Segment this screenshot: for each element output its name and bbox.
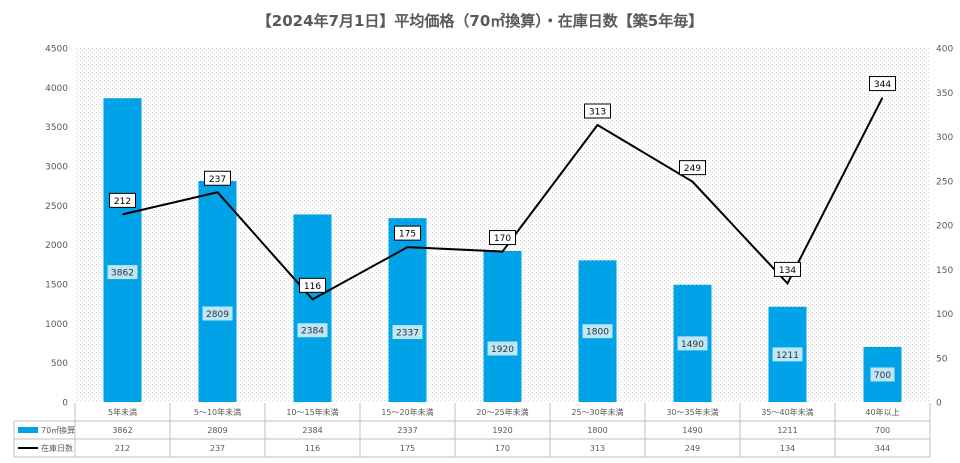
line-data-label: 237 — [209, 175, 226, 185]
table-cell: 2809 — [207, 426, 227, 435]
y-left-tick-label: 1000 — [45, 320, 68, 330]
x-tick-label: 15～20年未満 — [381, 407, 433, 417]
x-tick-label: 40年以上 — [865, 407, 899, 417]
y-left-tick-label: 4000 — [45, 84, 68, 94]
line-data-label: 116 — [304, 282, 321, 292]
bar-data-label: 1920 — [491, 345, 514, 355]
chart-title: 【2024年7月1日】平均価格（70㎡換算）・在庫日数【築5年毎】 — [257, 12, 703, 30]
y-right-tick-label: 250 — [936, 177, 953, 187]
bar — [103, 98, 142, 402]
y-right-tick-label: 150 — [936, 266, 953, 276]
line-label-box — [204, 170, 231, 186]
bar-data-label: 3862 — [111, 269, 134, 279]
bar-label-box — [487, 341, 518, 356]
y-left-tick-label: 0 — [62, 399, 68, 409]
y-right-tick-label: 400 — [936, 45, 953, 55]
y-right-tick-label: 350 — [936, 89, 953, 99]
table-cell: 2384 — [302, 426, 322, 435]
table-cell: 212 — [115, 444, 130, 453]
x-tick-label: 10～15年未満 — [286, 407, 338, 417]
line-label-box — [584, 103, 611, 119]
y-left-tick-label: 2500 — [45, 202, 68, 212]
table-cell: 344 — [875, 444, 890, 453]
y-right-tick-label: 100 — [936, 310, 953, 320]
y-left-tick-label: 2000 — [45, 241, 68, 251]
line-label-box — [394, 225, 421, 241]
line-data-label: 170 — [494, 234, 511, 244]
line-data-label: 175 — [399, 230, 416, 240]
bar-label-box — [202, 306, 233, 321]
y-right-tick-label: 200 — [936, 222, 953, 232]
bar-data-label: 2337 — [396, 329, 419, 339]
legend-label: 在庫日数 — [41, 443, 73, 453]
bar-data-label: 1211 — [776, 351, 799, 361]
x-tick-label: 30～35年未満 — [666, 407, 718, 417]
bar-data-label: 1800 — [586, 328, 609, 338]
table-cell: 237 — [210, 444, 225, 453]
line-label-box — [869, 76, 896, 92]
y-left-tick-label: 500 — [51, 359, 68, 369]
table-cell: 1211 — [777, 426, 797, 435]
y-right-tick-label: 50 — [936, 354, 948, 364]
bar-label-box — [297, 323, 328, 338]
bar-label-box — [870, 367, 895, 382]
line-data-label: 344 — [874, 80, 891, 90]
line-label-box — [489, 230, 516, 246]
line-label-box — [774, 261, 801, 277]
table-cell: 175 — [400, 444, 415, 453]
line-data-label: 249 — [684, 164, 701, 174]
table-cell: 249 — [685, 444, 700, 453]
bar — [293, 214, 332, 402]
x-tick-label: 5年未満 — [108, 407, 137, 417]
legend-label: 70㎡換算 — [41, 425, 75, 435]
line-data-label: 134 — [779, 266, 796, 276]
line-data-label: 212 — [114, 197, 131, 207]
x-tick-label: 5～10年未満 — [194, 407, 241, 417]
legend-key-bar — [18, 427, 38, 433]
bar-label-box — [772, 347, 803, 362]
table-cell: 2337 — [397, 426, 417, 435]
y-left-tick-label: 1500 — [45, 281, 68, 291]
bar — [388, 218, 427, 402]
bar — [198, 181, 237, 402]
y-right-tick-label: 0 — [936, 399, 942, 409]
table-cell: 1490 — [682, 426, 702, 435]
bar-data-label: 2384 — [301, 327, 324, 337]
bar-data-label: 2809 — [206, 310, 229, 320]
bar — [483, 250, 522, 402]
table-cell: 116 — [305, 444, 320, 453]
y-right-tick-label: 300 — [936, 133, 953, 143]
line-label-box — [679, 160, 706, 176]
bar-label-box — [107, 265, 138, 280]
line-label-box — [109, 192, 136, 208]
bar-label-box — [392, 325, 423, 340]
y-left-tick-label: 3500 — [45, 123, 68, 133]
bar-label-box — [582, 324, 613, 339]
bar-label-box — [677, 336, 708, 351]
bar-data-label: 1490 — [681, 340, 704, 350]
line-data-label: 313 — [589, 107, 606, 117]
table-cell: 134 — [780, 444, 795, 453]
y-left-tick-label: 4500 — [45, 45, 68, 55]
line-series — [122, 97, 884, 301]
table-cell: 1800 — [587, 426, 607, 435]
y-left-tick-label: 3000 — [45, 163, 68, 173]
table-cell: 700 — [875, 426, 890, 435]
table-cell: 170 — [495, 444, 510, 453]
x-tick-label: 20～25年未満 — [476, 407, 528, 417]
x-tick-label: 35～40年未満 — [761, 407, 813, 417]
table-cell: 1920 — [492, 426, 512, 435]
bar-data-label: 700 — [874, 371, 891, 381]
table-cell: 313 — [590, 444, 605, 453]
table-cell: 3862 — [112, 426, 132, 435]
x-tick-label: 25～30年未満 — [571, 407, 623, 417]
line-label-box — [299, 277, 326, 293]
